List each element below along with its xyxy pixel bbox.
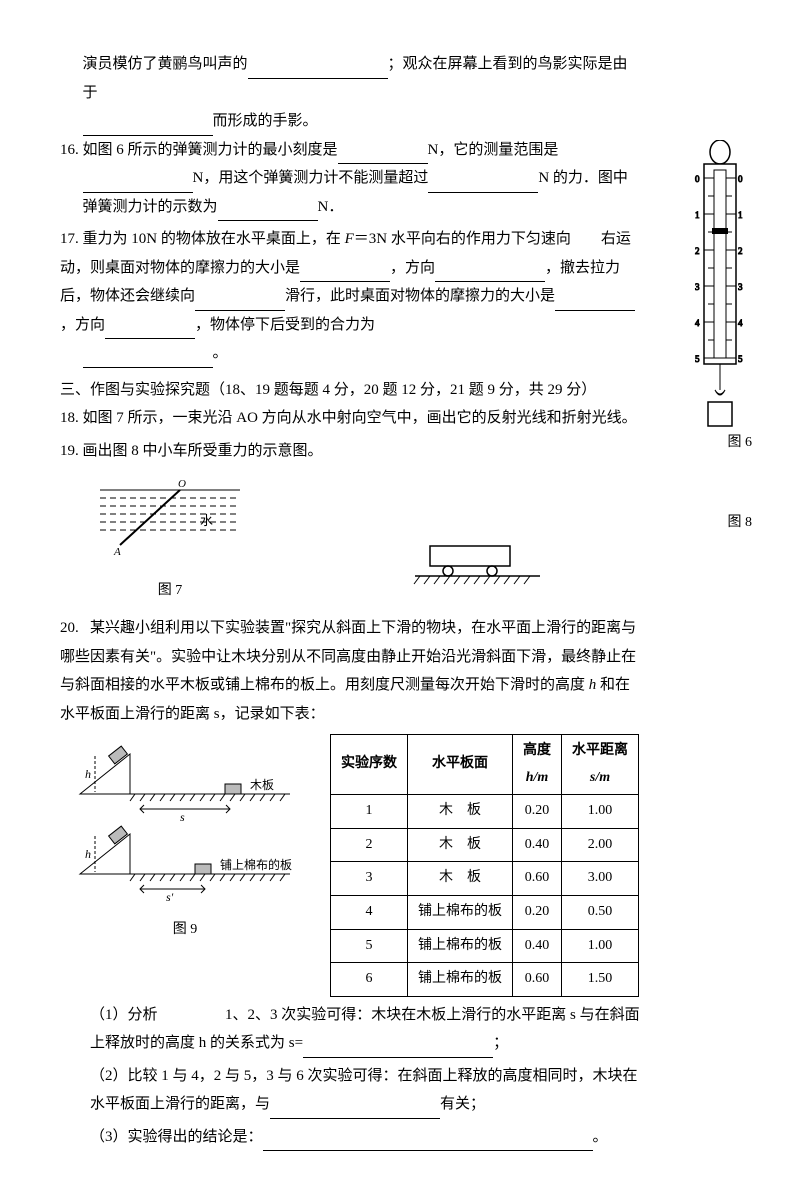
q20-1-c: ；	[493, 1035, 508, 1051]
svg-text:s': s'	[166, 890, 174, 904]
figure-8	[410, 534, 550, 605]
q17-text-6: ，物体停下后受到的合力为	[195, 317, 375, 333]
svg-text:2: 2	[695, 246, 700, 256]
blank	[83, 117, 213, 136]
section-3-title: 三、作图与实验探究题（18、19 题每题 4 分，20 题 12 分，21 题 …	[60, 376, 640, 405]
q20-2-b: 有关；	[440, 1096, 485, 1112]
svg-text:A: A	[113, 546, 121, 558]
q20-text-1: 某兴趣小组利用以下实验装置"探究从斜面上下滑的物块，在水平面上滑行的距离与哪些因…	[60, 620, 636, 693]
svg-text:5: 5	[695, 354, 700, 364]
q19-text: 画出图 8 中小车所受重力的示意图。	[83, 443, 323, 459]
fig8-svg	[410, 534, 550, 594]
table-row: 5铺上棉布的板0.401.00	[331, 929, 639, 963]
q16-number: 16.	[60, 142, 79, 158]
q16-text-3: N，用这个弹簧测力计不能测量超过	[193, 170, 429, 186]
svg-text:h: h	[85, 767, 91, 781]
svg-text:O: O	[178, 478, 186, 490]
th-distance: 水平距离s/m	[562, 735, 639, 795]
blank	[218, 202, 318, 221]
svg-text:3: 3	[695, 282, 700, 292]
svg-text:铺上棉布的板: 铺上棉布的板	[220, 857, 292, 872]
th-seq: 实验序数	[331, 735, 408, 795]
q17-number: 17.	[60, 231, 79, 247]
svg-text:3: 3	[738, 282, 743, 292]
svg-text:5: 5	[738, 354, 743, 364]
fig7-caption: 图 7	[90, 578, 250, 605]
q17-var-f: F	[345, 231, 354, 247]
blank	[263, 1132, 593, 1151]
q17-text-1: 重力为 10N 的物体放在水平桌面上，在	[83, 231, 345, 247]
blank	[83, 349, 213, 368]
figure-7: O A 水 图 7	[90, 475, 250, 604]
table-row: 6铺上棉布的板0.601.50	[331, 963, 639, 997]
fig7-svg: O A 水	[90, 475, 250, 565]
q17-text-5: ，方向	[60, 317, 105, 333]
q20-number: 20.	[60, 620, 79, 636]
table-row: 3木 板0.603.00	[331, 862, 639, 896]
th-surface: 水平板面	[408, 735, 513, 795]
q20-1-a: （1）分析	[90, 1007, 158, 1023]
svg-text:4: 4	[695, 318, 700, 328]
svg-text:4: 4	[738, 318, 743, 328]
blank	[428, 174, 538, 193]
blank	[303, 1039, 493, 1058]
blank	[435, 263, 545, 282]
q16-text-2: N，它的测量范围是	[428, 142, 559, 158]
blank	[83, 174, 193, 193]
svg-text:h: h	[85, 847, 91, 861]
figure-9: h s 木板 h s' 铺上棉布的板 图 9	[60, 734, 310, 943]
svg-text:0: 0	[695, 174, 700, 184]
q18-text: 如图 7 所示，一束光沿 AO 方向从水中射向空气中，画出它的反射光线和折射光线…	[83, 410, 637, 426]
svg-text:0: 0	[738, 174, 743, 184]
q16-text-5: N．	[318, 199, 344, 215]
fig9-svg: h s 木板 h s' 铺上棉布的板	[60, 734, 310, 904]
q18-number: 18.	[60, 410, 79, 426]
svg-text:木板: 木板	[250, 778, 274, 792]
blank	[338, 145, 428, 164]
svg-text:s: s	[180, 810, 185, 824]
q17-text-4: 滑行，此时桌面对物体的摩擦力的大小是	[285, 288, 555, 304]
svg-text:1: 1	[695, 210, 700, 220]
svg-text:水: 水	[200, 513, 213, 528]
table-row: 1木 板0.201.00	[331, 795, 639, 829]
q20-3-a: （3）实验得出的结论是：	[90, 1129, 263, 1145]
blank	[555, 292, 635, 311]
table-row: 4铺上棉布的板0.200.50	[331, 896, 639, 930]
q20-3-b: 。	[593, 1129, 608, 1145]
q15-text-1: 演员模仿了黄鹂鸟叫声的	[83, 56, 248, 72]
experiment-table: 实验序数 水平板面 高度h/m 水平距离s/m 1木 板0.201.00 2木 …	[330, 734, 639, 997]
fig9-caption: 图 9	[60, 917, 310, 944]
blank	[105, 320, 195, 339]
q17-text-2: ，方向	[390, 260, 435, 276]
fig8-caption: 图 8	[728, 510, 753, 537]
blank	[270, 1100, 440, 1119]
blank	[195, 292, 285, 311]
q19-number: 19.	[60, 443, 79, 459]
th-height: 高度h/m	[513, 735, 562, 795]
svg-text:1: 1	[738, 210, 743, 220]
figure-6-spring-scale: 0 0 1 1 2 2 3 3 4 4 5 5	[690, 140, 750, 441]
q15-text-3: 而形成的手影。	[213, 113, 318, 129]
table-row: 2木 板0.402.00	[331, 828, 639, 862]
fig6-caption: 图 6	[728, 430, 753, 457]
q16-text-1: 如图 6 所示的弹簧测力计的最小刻度是	[83, 142, 338, 158]
q17-text-7: 。	[213, 345, 228, 361]
blank	[300, 263, 390, 282]
blank	[248, 60, 388, 79]
svg-text:2: 2	[738, 246, 743, 256]
